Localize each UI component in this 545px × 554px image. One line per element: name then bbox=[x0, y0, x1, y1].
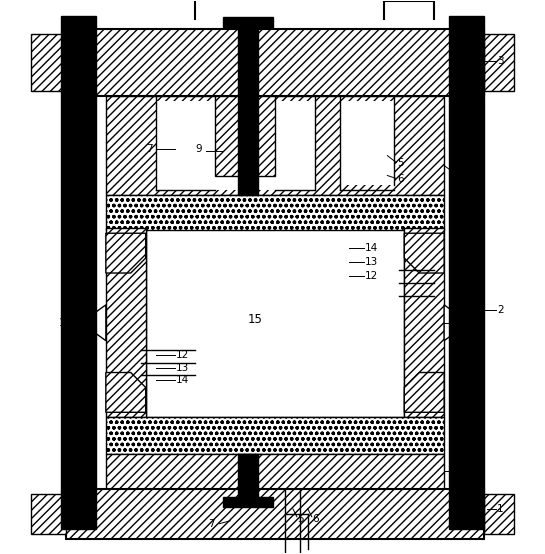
Bar bbox=[146, 228, 404, 417]
Bar bbox=[238, 454, 258, 504]
Text: 9: 9 bbox=[196, 143, 202, 153]
Text: 12: 12 bbox=[175, 350, 189, 360]
Text: 7: 7 bbox=[208, 519, 215, 529]
Text: 13: 13 bbox=[365, 257, 378, 267]
Bar bbox=[223, 17, 273, 27]
Polygon shape bbox=[404, 233, 444, 273]
Bar bbox=[66, 489, 484, 538]
Bar bbox=[275, 101, 315, 191]
Bar bbox=[484, 494, 514, 534]
Bar bbox=[156, 101, 305, 191]
Text: 15: 15 bbox=[247, 313, 263, 326]
Text: 4: 4 bbox=[459, 171, 465, 181]
Bar bbox=[215, 96, 275, 176]
Text: 12: 12 bbox=[365, 271, 378, 281]
Polygon shape bbox=[444, 305, 469, 341]
Bar bbox=[106, 96, 444, 196]
Bar bbox=[449, 16, 484, 529]
Bar bbox=[106, 196, 444, 230]
Bar bbox=[340, 101, 395, 186]
Text: 6: 6 bbox=[312, 514, 318, 524]
Text: 13: 13 bbox=[175, 362, 189, 372]
Bar bbox=[223, 497, 273, 507]
Bar bbox=[106, 417, 444, 454]
Text: 11: 11 bbox=[457, 318, 470, 328]
Bar bbox=[238, 24, 258, 196]
Text: 14: 14 bbox=[365, 243, 378, 253]
Bar bbox=[106, 228, 146, 417]
Text: 6: 6 bbox=[397, 173, 404, 183]
Text: 5: 5 bbox=[297, 514, 304, 524]
Text: 1: 1 bbox=[497, 504, 504, 514]
Bar bbox=[31, 494, 66, 534]
Polygon shape bbox=[404, 372, 444, 412]
Polygon shape bbox=[81, 305, 106, 341]
Text: 10: 10 bbox=[59, 318, 72, 328]
Bar bbox=[61, 16, 96, 529]
Polygon shape bbox=[106, 233, 146, 273]
Bar bbox=[66, 29, 484, 96]
Text: 2: 2 bbox=[497, 305, 504, 315]
Bar bbox=[31, 34, 66, 91]
Bar bbox=[484, 34, 514, 91]
Bar bbox=[106, 454, 444, 489]
Text: 7: 7 bbox=[146, 143, 152, 153]
Text: 14: 14 bbox=[175, 376, 189, 386]
Text: 8: 8 bbox=[449, 466, 456, 476]
Polygon shape bbox=[106, 372, 146, 412]
Text: 3: 3 bbox=[497, 56, 504, 66]
Text: 5: 5 bbox=[397, 157, 404, 168]
Bar bbox=[404, 228, 444, 417]
